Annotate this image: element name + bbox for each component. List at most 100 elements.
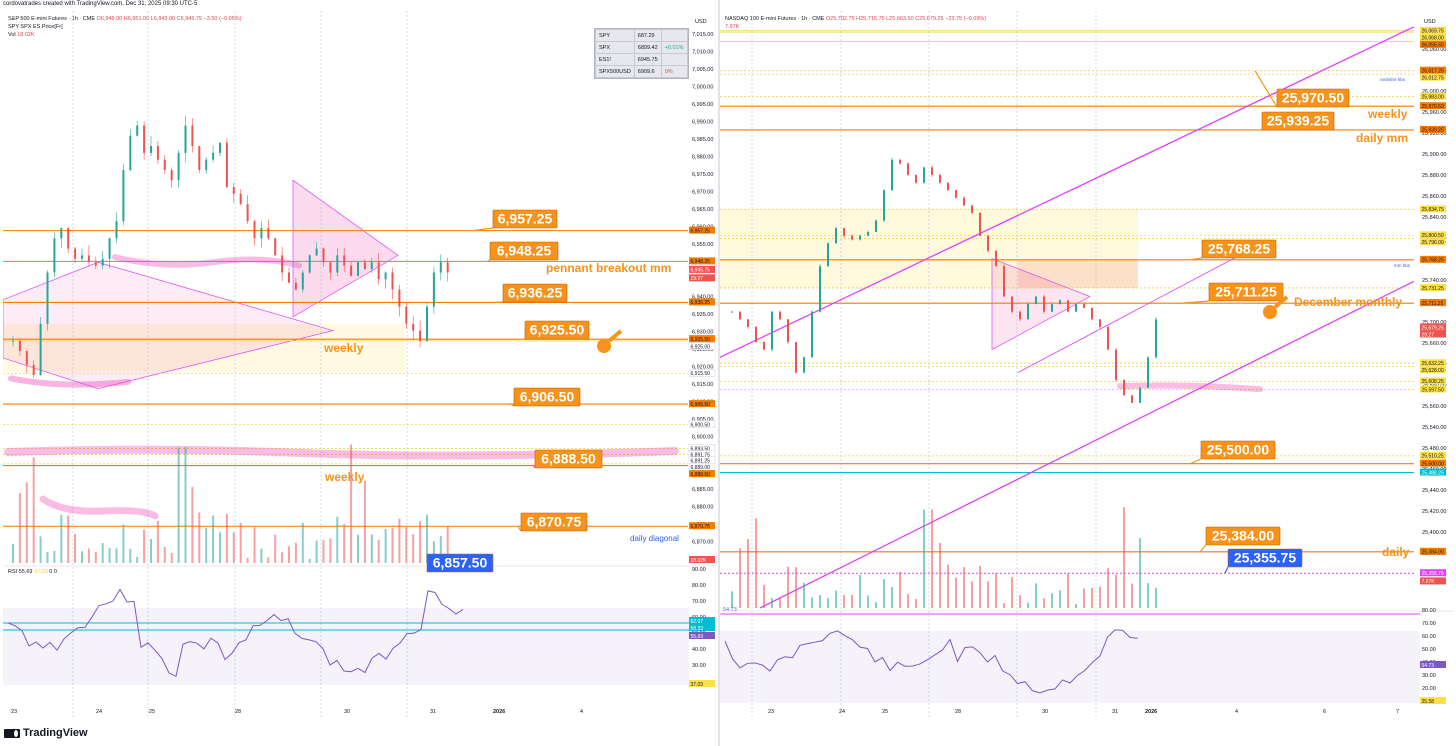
es-price-tick: 6,925.00 [692, 347, 713, 353]
quote-value: 6945.75 [633, 53, 662, 66]
nq-candle-body [1107, 326, 1109, 350]
es-price-tick: 6,955.00 [692, 242, 713, 248]
nq-axis-tag-bg [1420, 66, 1446, 74]
es-chart-panel[interactable]: S&P 500 E-mini Futures · 1h · CME O6,949… [3, 11, 716, 718]
nq-candle-volume-bar [739, 548, 741, 608]
nq-price-tick: 25,740.00 [1422, 278, 1446, 284]
nq-candle-body [955, 190, 957, 198]
es-candle-body [446, 262, 449, 273]
nq-candle-volume-bar [747, 539, 749, 608]
nq-price-tick: 25,960.00 [1422, 110, 1446, 116]
nq-note: mm hbs [1394, 263, 1411, 268]
nq-candle-volume-bar [1099, 586, 1101, 608]
nq-candle-volume-bar [955, 577, 957, 608]
nq-axis-tag-bg [1420, 255, 1446, 263]
es-price-tick: 7,000.00 [692, 85, 713, 91]
nq-candle-volume-bar [899, 571, 901, 608]
nq-price-tick: 25,840.00 [1422, 215, 1446, 221]
nq-candle-body [883, 190, 885, 221]
es-x-label: 4 [580, 709, 583, 715]
es-price-tick: 6,930.00 [692, 330, 713, 336]
quote-symbol: SPX500USD [595, 65, 635, 78]
nq-callout-stem [1189, 257, 1203, 261]
es-rsi-tag-bg [689, 624, 715, 631]
es-candle-volume-bar [143, 529, 146, 563]
es-callout-stem [517, 525, 522, 532]
es-axis-tag-bg [689, 265, 715, 273]
es-axis-tag-bg [689, 556, 715, 563]
nq-callout-stem [1199, 544, 1207, 553]
nq-vol-value: 7.97K [725, 24, 740, 30]
nq-red-zone [1018, 260, 1138, 289]
es-candle-volume-bar [281, 552, 284, 563]
key-icon [1263, 305, 1277, 319]
nq-rsi-tag-bg [1420, 661, 1446, 668]
es-axis-tag: 6,925.50 [691, 337, 711, 343]
nq-price-tick: 26,060.00 [1422, 47, 1446, 53]
nq-candle-body [1123, 380, 1125, 396]
nq-candle-volume-bar [907, 593, 909, 608]
es-x-label: 28 [235, 709, 241, 715]
nq-candle-volume-bar [1139, 537, 1141, 608]
es-rsi-title: RSI 55.69 37.03 0 0 [8, 569, 57, 575]
es-candle-body [225, 142, 228, 188]
es-candle-volume-bar [32, 457, 35, 563]
nq-rsi-tick: 60.00 [1422, 634, 1436, 640]
es-candle-body [219, 142, 221, 153]
nq-rsi-tick: 70.00 [1422, 621, 1436, 627]
es-candle-volume-bar [419, 521, 422, 563]
es-candle-body [329, 262, 332, 273]
nq-price-tick: 25,920.00 [1422, 131, 1446, 137]
es-x-label: 25 [149, 709, 155, 715]
es-callout-stem [532, 465, 536, 469]
es-candle-body [246, 204, 249, 222]
chart-credit: cordovatrades created with TradingView.c… [3, 1, 198, 7]
es-note: daily diagonal [630, 534, 679, 543]
tradingview-logo: TradingView [4, 727, 88, 739]
es-candle-body [184, 125, 187, 153]
es-axis-tag-bg [688, 342, 716, 350]
quote-row: SPY 687.29 [595, 29, 688, 42]
nq-candle-body [779, 311, 781, 320]
es-rsi-tag-bg [689, 680, 715, 687]
es-candle-volume-bar [329, 538, 332, 563]
es-callout-blue: 6,857.50 [433, 555, 488, 571]
es-candle-volume-bar [25, 482, 28, 563]
es-axis-tag-bg [689, 274, 715, 282]
nq-candle-volume-bar [875, 602, 877, 608]
nq-axis-tag: 25,628.00 [1422, 368, 1444, 374]
nq-price-tick: 25,900.00 [1422, 152, 1446, 158]
nq-chart-svg[interactable]: 26,060.0026,040.0026,000.0025,960.0025,9… [720, 11, 1454, 718]
nq-ohlc: O25,702.75 H25,716.75 L25,663.50 C25,679… [825, 16, 987, 22]
es-callout-stem [472, 227, 494, 232]
nq-x-label: 24 [839, 709, 845, 715]
es-price-tick: 6,905.00 [692, 417, 713, 423]
nq-candle-body [1051, 304, 1053, 312]
es-pennant-triangle [292, 179, 399, 318]
es-candle-body [60, 228, 63, 239]
nq-candle-volume-bar [1019, 595, 1021, 608]
es-candle-volume-bar [94, 552, 97, 563]
nq-chart-panel[interactable]: NASDAQ 100 E-mini Futures · 1h · CME O25… [720, 11, 1454, 718]
nq-price-tick: 25,420.00 [1422, 509, 1446, 515]
es-candle-body [156, 146, 159, 160]
es-candle-body [163, 159, 166, 170]
nq-rsi-tick: 30.00 [1422, 673, 1436, 679]
nq-callout: 25,384.00 [1212, 528, 1274, 544]
es-x-label: 31 [430, 709, 436, 715]
nq-candle-volume-bar [883, 579, 885, 608]
es-candle-body [412, 323, 415, 331]
es-callout-blue-box [426, 553, 494, 573]
nq-axis-tag-bg [1420, 283, 1446, 291]
nq-candle-volume-bar [835, 590, 837, 608]
es-chart-svg[interactable]: 7,015.00 7,010.00 7,005.00 7,000.00 6,995.00… [3, 11, 716, 718]
es-candle-body [267, 228, 270, 239]
es-price-tick: 6,885.00 [692, 487, 713, 493]
es-candle-volume-bar [184, 447, 187, 563]
nq-candle-volume-bar [931, 509, 933, 608]
nq-callout: 25,939.25 [1267, 113, 1329, 129]
es-axis-tag-bg [689, 470, 715, 478]
nq-candle-body [963, 197, 965, 206]
nq-candle-volume-bar [771, 597, 773, 608]
nq-rsi-band [720, 631, 1420, 703]
